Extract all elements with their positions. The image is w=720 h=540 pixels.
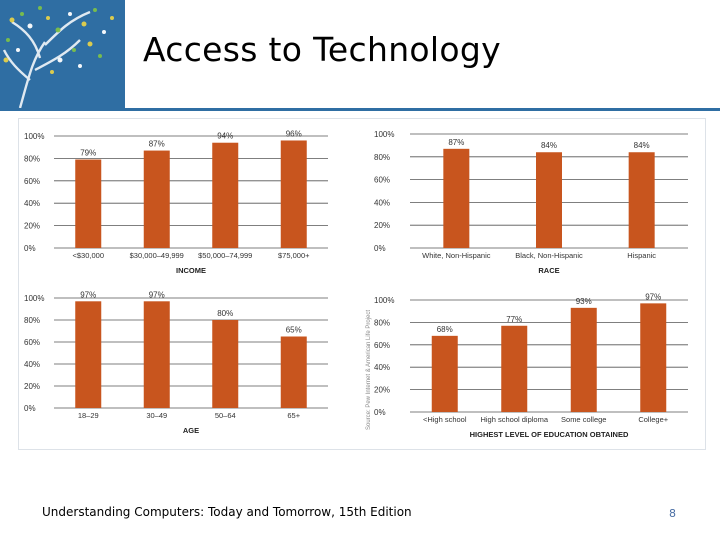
bar xyxy=(501,325,528,412)
category-label: 65+ xyxy=(287,411,300,420)
y-tick-label: 0% xyxy=(374,244,386,253)
bar xyxy=(280,336,307,408)
bar xyxy=(75,159,102,248)
slide-title: Access to Technology xyxy=(143,30,501,69)
y-tick-label: 60% xyxy=(24,177,40,186)
data-label: 79% xyxy=(80,149,96,158)
y-tick-label: 60% xyxy=(24,338,40,347)
data-label: 80% xyxy=(217,309,233,318)
y-tick-label: 80% xyxy=(24,154,40,163)
race-chart: 0% 20% 40% 60% 80% 100% 87% White, Non-Hispanic… xyxy=(374,130,688,275)
y-tick-label: 60% xyxy=(374,176,390,185)
bar xyxy=(628,152,655,248)
category-label: College+ xyxy=(638,415,668,424)
y-tick-label: 20% xyxy=(374,221,390,230)
data-label: 77% xyxy=(506,315,522,324)
footer-text: Understanding Computers: Today and Tomor… xyxy=(42,505,412,519)
data-label: 68% xyxy=(437,325,453,334)
category-label: 30–49 xyxy=(146,411,167,420)
data-label: 97% xyxy=(80,290,96,299)
data-label: 93% xyxy=(576,297,592,306)
bar xyxy=(570,307,597,412)
x-axis-title: RACE xyxy=(538,266,559,275)
y-tick-label: 80% xyxy=(24,316,40,325)
data-label: 97% xyxy=(149,290,165,299)
category-label: Black, Non-Hispanic xyxy=(515,251,583,260)
bar xyxy=(443,148,470,248)
category-label: High school diploma xyxy=(480,415,548,424)
x-axis-title: AGE xyxy=(183,426,199,435)
y-tick-label: 40% xyxy=(24,360,40,369)
bar xyxy=(143,301,170,408)
data-label: 65% xyxy=(286,326,302,335)
category-label: Hispanic xyxy=(627,251,656,260)
data-label: 84% xyxy=(541,141,557,150)
category-label: Some college xyxy=(561,415,606,424)
tree-logo-graphic xyxy=(0,0,125,108)
y-tick-label: 40% xyxy=(24,199,40,208)
data-label: 94% xyxy=(217,132,233,141)
bar xyxy=(212,142,239,248)
category-label: <High school xyxy=(423,415,467,424)
bar xyxy=(536,152,562,248)
y-tick-label: 0% xyxy=(24,244,36,253)
data-label: 84% xyxy=(634,141,650,150)
y-tick-label: 0% xyxy=(374,408,386,417)
income-chart: 0% 20% 40% 60% 80% 100% 79% <$30,000 87% $30,000–… xyxy=(24,129,328,275)
data-label: 87% xyxy=(149,140,165,149)
y-tick-label: 40% xyxy=(374,198,390,207)
bar xyxy=(212,320,239,408)
data-label: 87% xyxy=(448,138,464,147)
x-axis-title: INCOME xyxy=(176,266,206,275)
category-label: $75,000+ xyxy=(278,251,310,260)
tree-illustration xyxy=(2,6,114,108)
category-label: $30,000–49,999 xyxy=(130,251,184,260)
data-label: 97% xyxy=(645,292,661,301)
bar xyxy=(75,301,102,408)
category-label: <$30,000 xyxy=(73,251,105,260)
education-chart: 0% 20% 40% 60% 80% 100% 68% <High school 77% High… xyxy=(374,292,688,439)
y-tick-label: 80% xyxy=(374,318,390,327)
y-tick-label: 100% xyxy=(24,132,44,141)
header-divider xyxy=(0,108,720,111)
y-tick-label: 100% xyxy=(374,130,394,139)
category-label: 50–64 xyxy=(215,411,236,420)
source-note: Source: Pew Internet & American Life Pro… xyxy=(362,300,384,440)
bar xyxy=(280,140,307,248)
bar xyxy=(431,335,458,412)
y-tick-label: 60% xyxy=(374,341,390,350)
y-tick-label: 0% xyxy=(24,404,36,413)
category-label: 18–29 xyxy=(78,411,99,420)
y-tick-label: 20% xyxy=(24,382,40,391)
y-tick-label: 100% xyxy=(24,294,44,303)
category-label: $50,000–74,999 xyxy=(198,251,252,260)
data-label: 96% xyxy=(286,129,302,138)
source-note-text: Source: Pew Internet & American Life Pro… xyxy=(366,309,372,430)
x-axis-title: HIGHEST LEVEL OF EDUCATION OBTAINED xyxy=(470,430,629,439)
y-tick-label: 80% xyxy=(374,153,390,162)
y-tick-label: 100% xyxy=(374,296,394,305)
y-tick-label: 20% xyxy=(374,386,390,395)
page-number: 8 xyxy=(669,507,676,520)
bar xyxy=(143,150,170,248)
age-chart: 0% 20% 40% 60% 80% 100% 97% 18–29 97% 30–49 80% 50–… xyxy=(24,290,328,435)
y-tick-label: 20% xyxy=(24,222,40,231)
bar xyxy=(640,303,667,412)
category-label: White, Non-Hispanic xyxy=(422,251,491,260)
y-tick-label: 40% xyxy=(374,363,390,372)
